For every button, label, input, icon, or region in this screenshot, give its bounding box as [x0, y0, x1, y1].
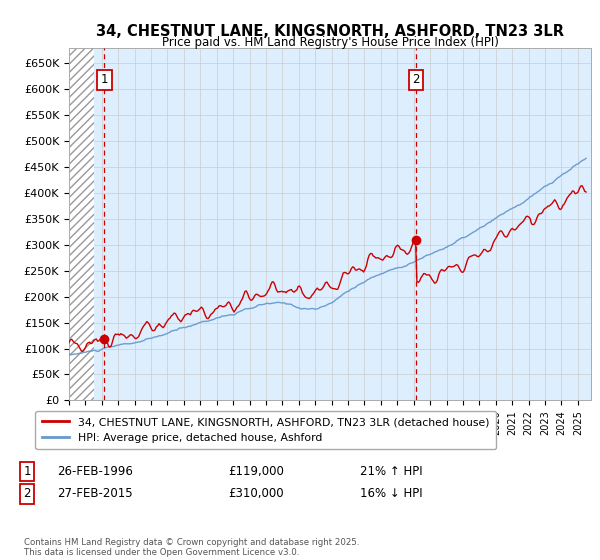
Text: 26-FEB-1996: 26-FEB-1996 [57, 465, 133, 478]
Text: 2: 2 [412, 73, 420, 86]
Text: £310,000: £310,000 [228, 487, 284, 501]
Legend: 34, CHESTNUT LANE, KINGSNORTH, ASHFORD, TN23 3LR (detached house), HPI: Average : 34, CHESTNUT LANE, KINGSNORTH, ASHFORD, … [35, 410, 496, 449]
Text: 1: 1 [23, 465, 31, 478]
Text: £119,000: £119,000 [228, 465, 284, 478]
Bar [69, 48, 94, 400]
Text: Contains HM Land Registry data © Crown copyright and database right 2025.
This d: Contains HM Land Registry data © Crown c… [24, 538, 359, 557]
Text: 27-FEB-2015: 27-FEB-2015 [57, 487, 133, 501]
Text: 1: 1 [101, 73, 108, 86]
Text: 2: 2 [23, 487, 31, 501]
Text: 16% ↓ HPI: 16% ↓ HPI [360, 487, 422, 501]
Text: Price paid vs. HM Land Registry's House Price Index (HPI): Price paid vs. HM Land Registry's House … [161, 36, 499, 49]
Text: 21% ↑ HPI: 21% ↑ HPI [360, 465, 422, 478]
Text: 34, CHESTNUT LANE, KINGSNORTH, ASHFORD, TN23 3LR: 34, CHESTNUT LANE, KINGSNORTH, ASHFORD, … [96, 24, 564, 39]
